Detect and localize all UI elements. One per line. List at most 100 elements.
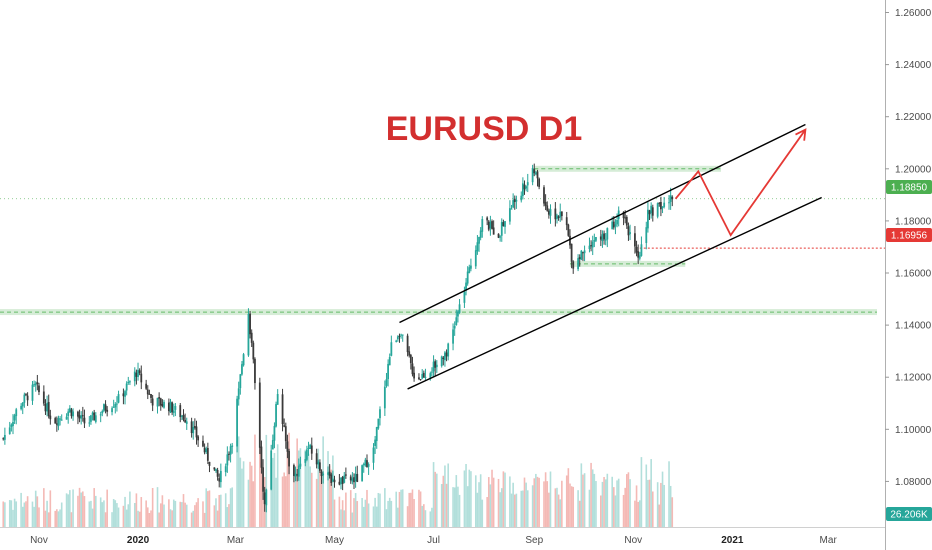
volume-bar	[138, 511, 141, 527]
volume-bar	[174, 500, 177, 527]
candle-body	[145, 383, 148, 389]
volume-bar	[38, 507, 40, 527]
candle-body	[470, 265, 472, 269]
volume-bar	[436, 473, 438, 527]
candle-body	[383, 386, 386, 409]
volume-bar	[156, 487, 159, 527]
volume-bar	[239, 457, 242, 527]
candle-body	[67, 411, 70, 416]
volume-bar	[262, 478, 264, 527]
candle-body	[174, 406, 177, 410]
volume-bar	[431, 507, 433, 527]
candle-body	[138, 370, 141, 374]
volume-bar	[338, 496, 341, 527]
volume-bar	[12, 509, 14, 527]
candle-body	[169, 401, 172, 413]
volume-bar	[424, 510, 427, 527]
candle-body	[195, 426, 198, 438]
volume-bar	[88, 501, 91, 527]
candle-body	[328, 471, 331, 476]
candle-body	[263, 492, 266, 505]
volume-bar	[194, 505, 196, 527]
candle-body	[13, 415, 16, 421]
candle-body	[38, 385, 40, 393]
candle-body	[379, 409, 381, 419]
volume-bar	[434, 471, 436, 527]
candle-body	[12, 421, 14, 427]
volume-bar	[470, 471, 472, 527]
candle-body	[33, 384, 36, 386]
candle-body	[599, 236, 602, 240]
candle-body	[508, 208, 511, 222]
volume-bar	[406, 506, 409, 527]
volume-bar	[332, 455, 334, 527]
projection-arrow	[674, 128, 807, 237]
volume-bar	[531, 485, 534, 527]
volume-bar	[543, 481, 545, 527]
volume-bar	[60, 502, 63, 527]
volume-bar	[491, 469, 493, 527]
candle-body	[344, 474, 347, 476]
volume-bar	[129, 491, 131, 527]
candle-body	[208, 461, 211, 466]
volume-bar	[197, 498, 199, 527]
volume-bar	[398, 491, 401, 527]
candle-body	[570, 243, 573, 262]
candle-body	[533, 169, 536, 174]
candle-body	[258, 382, 261, 448]
volume-bar	[106, 489, 108, 527]
volume-bar	[489, 484, 492, 527]
candle-body	[481, 219, 484, 232]
volume-bar	[146, 507, 149, 527]
volume-bar	[315, 478, 318, 527]
volume-bar	[656, 482, 659, 527]
volume-bar	[522, 490, 524, 527]
volume-bar	[554, 488, 557, 527]
candle-body	[228, 453, 230, 455]
time-tick-label: 2021	[721, 535, 744, 546]
volume-bar	[423, 504, 425, 527]
candle-body	[452, 329, 454, 344]
candle-body	[156, 397, 159, 407]
candle-body	[547, 210, 550, 215]
volume-bar	[397, 507, 399, 527]
volume-bar	[367, 503, 370, 527]
projection-path	[674, 129, 807, 237]
candle-body	[70, 409, 73, 417]
volume-bar	[570, 486, 573, 527]
candle-body	[492, 227, 495, 235]
volume-bar	[163, 504, 165, 527]
volume-bar	[171, 510, 173, 527]
candle-body	[497, 233, 500, 238]
candle-body	[226, 454, 229, 466]
volume-bar	[487, 477, 490, 527]
candle-body	[193, 426, 196, 428]
candle-body	[595, 236, 597, 241]
candle-body	[364, 459, 367, 466]
volume-bar	[622, 494, 625, 527]
volume-bar	[377, 492, 380, 527]
volume-bar	[408, 492, 411, 527]
candle-body	[315, 453, 318, 465]
volume-bar	[637, 501, 639, 527]
candle-body	[478, 237, 480, 244]
candle-body	[317, 461, 320, 465]
candle-body	[612, 221, 615, 228]
candle-body	[101, 410, 104, 414]
volume-bar	[320, 469, 323, 527]
candle-body	[479, 230, 482, 238]
volume-bar	[95, 495, 97, 527]
volume-bar	[457, 486, 459, 527]
candle-body	[124, 391, 126, 397]
candle-body	[466, 271, 469, 284]
volume-bar	[440, 484, 443, 527]
candle-body	[474, 250, 477, 267]
candle-body	[622, 211, 625, 219]
volume-bar	[500, 488, 503, 527]
candle-body	[10, 424, 13, 427]
candle-body	[270, 450, 273, 490]
candle-body	[486, 217, 489, 221]
candle-body	[512, 200, 515, 208]
volume-bar	[192, 510, 195, 527]
candle-body	[49, 415, 52, 420]
